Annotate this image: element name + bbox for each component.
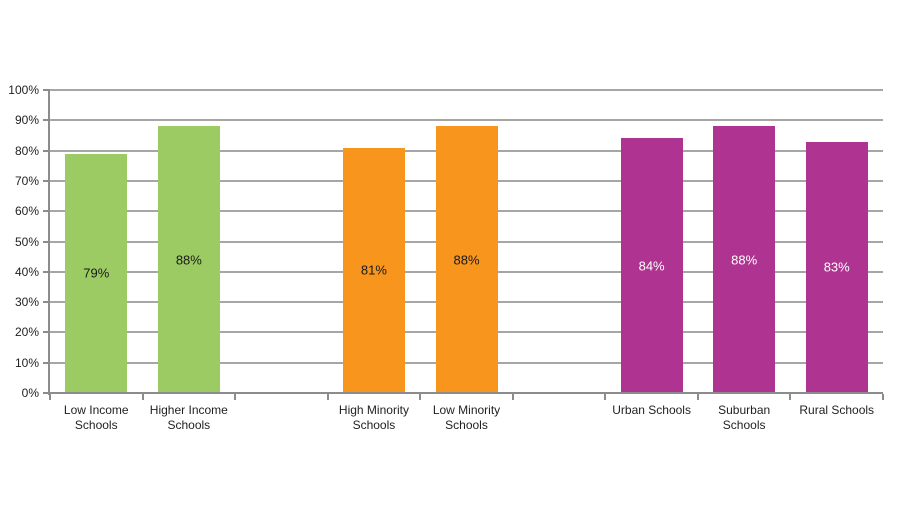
x-axis-tick-mark	[141, 394, 144, 400]
x-axis-tick-mark	[419, 394, 422, 400]
category-label: Rural Schools	[799, 403, 875, 417]
y-axis-tick-label: 50%	[14, 234, 39, 249]
y-axis-tick-mark	[43, 210, 50, 213]
y-axis-tick-mark	[43, 301, 50, 304]
y-axis-tick-mark	[43, 119, 50, 122]
y-axis-tick-label: 0%	[21, 386, 39, 400]
x-axis-tick-mark	[234, 394, 237, 400]
y-axis-tick-label: 20%	[14, 325, 39, 340]
y-axis-tick-label: 70%	[14, 173, 39, 188]
y-axis-tick-mark	[43, 331, 50, 334]
bar-value-label: 88%	[453, 252, 480, 268]
bar	[342, 147, 405, 393]
x-axis-tick-mark	[696, 394, 699, 400]
y-axis-tick-mark	[43, 240, 50, 243]
x-axis-tick-mark	[789, 394, 792, 400]
y-axis-tick-label: 40%	[14, 264, 39, 279]
bar	[65, 153, 128, 393]
y-axis-tick-mark	[43, 361, 50, 364]
y-axis-tick-mark	[43, 149, 50, 152]
bar	[157, 126, 220, 393]
y-axis-tick-label: 100%	[8, 83, 39, 97]
category-label: Low Minority Schools	[432, 403, 501, 432]
bar	[620, 138, 683, 393]
category-label: Suburban Schools	[718, 403, 771, 432]
bar-value-label: 79%	[83, 265, 110, 281]
y-axis-tick-label: 60%	[14, 204, 39, 219]
y-axis-tick-mark	[43, 89, 50, 91]
x-axis	[48, 392, 883, 394]
bar-value-label: 88%	[175, 252, 202, 268]
x-axis-tick-mark	[882, 394, 884, 400]
gridline	[50, 119, 883, 122]
category-label: Low Income Schools	[63, 403, 129, 432]
x-axis-tick-mark	[49, 394, 51, 400]
bar	[713, 126, 776, 393]
category-label: High Minority Schools	[338, 403, 409, 432]
y-axis-tick-mark	[43, 179, 50, 182]
y-axis	[48, 89, 50, 395]
x-axis-tick-mark	[511, 394, 514, 400]
gridline	[50, 89, 883, 91]
category-label: Higher Income Schools	[149, 403, 228, 432]
bar-value-label: 83%	[823, 259, 850, 275]
x-axis-tick-mark	[604, 394, 607, 400]
bar	[435, 126, 498, 393]
y-axis-tick-label: 80%	[14, 143, 39, 158]
y-axis-tick-mark	[43, 270, 50, 273]
bar-value-label: 81%	[360, 262, 387, 278]
y-axis-tick-label: 90%	[14, 113, 39, 128]
y-axis-tick-mark	[43, 392, 50, 394]
x-axis-tick-mark	[326, 394, 329, 400]
category-label: Urban Schools	[612, 403, 691, 417]
bar-value-label: 84%	[638, 258, 665, 274]
y-axis-tick-label: 30%	[14, 295, 39, 310]
y-axis-tick-label: 10%	[14, 355, 39, 370]
bar-value-label: 88%	[731, 252, 758, 268]
bar	[805, 141, 868, 393]
